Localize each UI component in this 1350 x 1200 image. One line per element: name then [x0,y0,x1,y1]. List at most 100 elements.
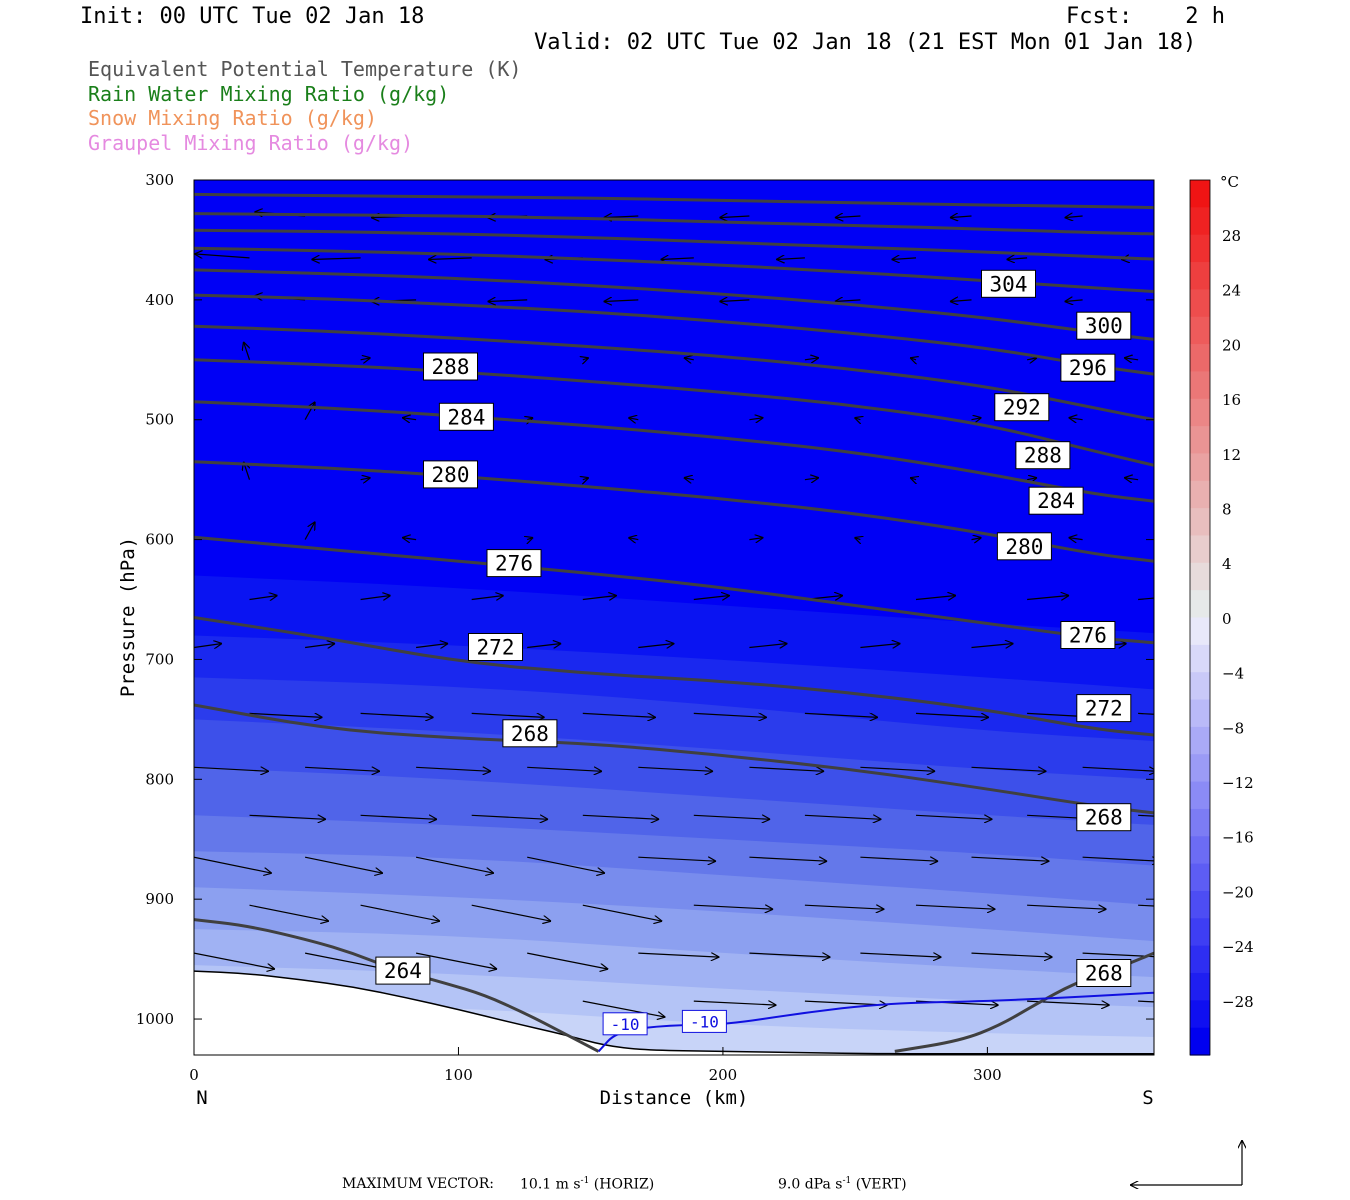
wind-vector [194,644,222,648]
wind-vector [583,358,589,360]
wind-vector [402,418,417,420]
wind-vector [628,418,639,420]
temperature-label: -10 [602,1012,648,1036]
svg-text:304: 304 [990,272,1028,296]
forecast-hour: Fcst: 2 h [1066,4,1225,29]
temperature-label: -10 [681,1009,727,1033]
colorbar-segment [1190,180,1210,208]
theta-e-contour-292 [194,324,1154,422]
wind-vector [1124,478,1139,480]
y-tick-label: 700 [145,650,174,668]
colorbar-segment [1190,344,1210,372]
theta-e-label: 280 [423,460,478,489]
wind-vector [1082,952,1154,958]
y-tick-label: 400 [145,291,174,309]
theta-e-label: 268 [1076,959,1132,987]
wind-vector [910,358,916,360]
wind-vector [1082,767,1154,771]
theta-e-contour-268 [194,703,1154,815]
theta-e-label: 284 [1028,486,1084,515]
colorbar-tick-label: −16 [1222,829,1254,847]
colorbar-segment [1190,754,1210,783]
colorbar-segment [1190,289,1210,318]
wind-vector [311,258,361,260]
y-axis-label: Pressure (hPa) [117,537,139,697]
wind-vector [471,815,548,819]
theta-e-label: 296 [1060,353,1116,382]
wind-vector [194,767,269,771]
wind-vector [416,644,448,648]
wind-vector [488,300,528,302]
wind-vector [693,815,770,819]
wind-vector [804,358,819,360]
wind-vector [860,953,941,957]
colorbar-unit: °C [1220,173,1239,191]
wind-vector [693,713,767,717]
max-vector-label: MAXIMUM VECTOR: [342,1176,494,1192]
wind-vector [194,215,195,216]
colorbar-segment [1190,699,1210,728]
colorbar-segment [1190,426,1210,455]
colorbar-tick-label: −20 [1222,883,1254,901]
wind-vector [582,904,662,921]
wind-vector [971,644,1014,648]
valid-time: Valid: 02 UTC Tue 02 Jan 18 (21 EST Mon … [534,30,1197,55]
wind-vector [971,418,982,420]
theta-e-label: 288 [423,352,478,381]
wind-vector [604,300,639,302]
wind-vector [415,856,494,873]
wind-vector [471,596,504,600]
max-vector-horiz: 10.1 m s-1 (HORIZ) [520,1176,655,1193]
y-tick-label: 1000 [136,1010,174,1028]
colorbar-tick-label: −8 [1222,719,1244,737]
wind-vector [360,713,434,717]
reference-vector-icon [1130,1140,1242,1185]
wind-vector [527,538,533,540]
theta-e-label: 272 [468,633,523,661]
theta-e-contour-316 [194,192,1154,210]
wind-vector [194,856,272,873]
wind-vector [249,904,329,921]
colorbar-segment [1190,945,1210,974]
wind-vector [1065,216,1083,218]
wind-vector [749,953,830,957]
x-tick-label: 200 [709,1066,738,1084]
terrain-fill [194,971,1154,1055]
wind-vector [915,905,995,909]
colorbar-segment [1190,890,1210,919]
wind-vector [860,767,935,771]
wind-vector [661,258,694,260]
x-end-label-left: N [196,1087,207,1109]
wind-vector [719,300,750,302]
svg-text:300: 300 [1085,314,1123,338]
wind-vector [971,953,1053,957]
colorbar-segment [1190,535,1210,564]
max-vector-vert: 9.0 dPa s-1 (VERT) [778,1176,907,1193]
svg-text:268: 268 [1085,806,1123,830]
wind-vector [304,402,315,420]
wind-vector [304,522,315,540]
colorbar-segment [1190,808,1210,837]
theta-e-contour-296 [194,293,1154,376]
wind-vector [1138,814,1154,817]
theta-e-contour-276 [194,535,1154,645]
y-tick-label: 300 [145,171,174,189]
wind-vector [693,1001,777,1005]
wind-vector [527,418,533,420]
wind-vector [188,522,194,540]
wind-vector [471,713,545,717]
wind-vector [915,596,956,600]
legend-rain-water: Rain Water Mixing Ratio (g/kg) [88,82,450,106]
theta-e-label: 264 [375,956,431,985]
svg-text:280: 280 [432,463,470,487]
svg-text:284: 284 [1037,489,1075,513]
wind-vector [854,418,860,420]
y-tick-label: 600 [145,531,174,549]
colorbar-segment [1190,480,1210,509]
wind-vector [188,402,194,420]
legend-snow: Snow Mixing Ratio (g/kg) [88,106,377,130]
wind-vector [604,216,639,218]
wind-vector [950,300,972,302]
colorbar-segment [1190,1000,1210,1029]
colorbar-segment [1190,508,1210,537]
